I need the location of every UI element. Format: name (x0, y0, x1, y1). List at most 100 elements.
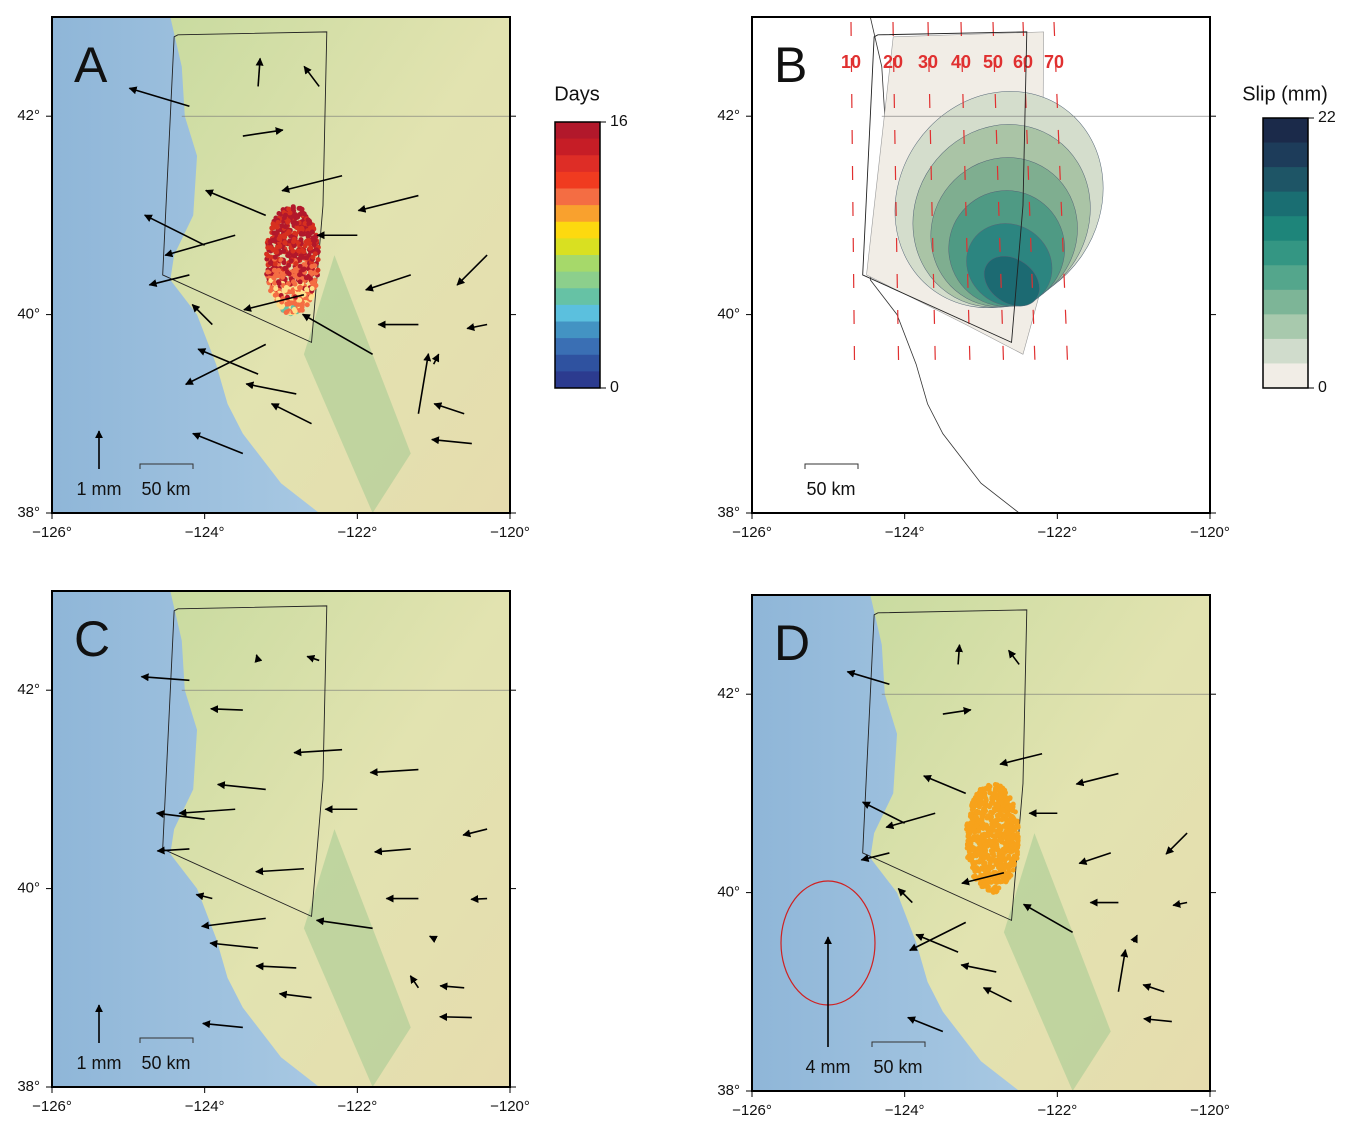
event (968, 812, 974, 818)
event (265, 253, 271, 259)
displacement-arrow (1143, 1015, 1172, 1024)
displacement-arrow (195, 892, 213, 901)
colorbar-frame (1262, 117, 1309, 389)
y-tick-label: 38° (717, 504, 740, 521)
event (315, 257, 321, 263)
event (308, 295, 314, 301)
event (276, 236, 282, 242)
y-tick-label: 38° (17, 504, 40, 521)
displacement-arrow (128, 86, 190, 108)
displacement-arrow (369, 768, 419, 777)
event (971, 825, 977, 831)
colorbar-segment (555, 138, 600, 156)
colorbar-segment (1263, 289, 1308, 315)
colorbar-title: Slip (mm) (1242, 83, 1328, 105)
event (987, 784, 993, 790)
event (979, 821, 985, 827)
scale-bar-label: 50 km (141, 479, 190, 499)
arrow-scale-label: 1 mm (77, 479, 122, 499)
colorbar-segment (1263, 265, 1308, 291)
event (279, 304, 285, 310)
displacement-arrow (1130, 934, 1138, 944)
event (971, 864, 977, 870)
event (1004, 877, 1010, 883)
event (282, 240, 288, 246)
event (1013, 854, 1019, 860)
event (291, 239, 297, 245)
event (1015, 837, 1021, 843)
event (302, 221, 308, 227)
displacement-arrow (885, 812, 936, 830)
x-tick-label: −122° (337, 524, 377, 541)
event (299, 206, 305, 212)
event (985, 813, 991, 819)
scale-bar (871, 1041, 926, 1047)
x-tick-label: −120° (490, 1098, 530, 1115)
event (1005, 812, 1011, 818)
valley (1003, 833, 1111, 1091)
event (284, 301, 290, 307)
event (1011, 862, 1017, 868)
event (988, 840, 994, 846)
colorbar-segment (555, 221, 600, 239)
event (970, 853, 976, 859)
displacement-arrow (431, 353, 440, 365)
event (982, 855, 988, 861)
event (1007, 795, 1013, 801)
event (309, 280, 315, 286)
event (990, 791, 996, 797)
event (985, 887, 991, 893)
map-panel: 1 mm 50 km C −126° −124° −122° −120° 38° 40° 42° (17, 590, 530, 1115)
event (1012, 809, 1018, 815)
displacement-arrow (242, 127, 284, 137)
arrow-scale-label: 1 mm (77, 1053, 122, 1073)
event (997, 837, 1003, 843)
event (307, 245, 313, 251)
displacement-arrow (178, 808, 236, 817)
event (290, 220, 296, 226)
displacement-arrow (301, 313, 373, 355)
event (277, 243, 283, 249)
event (280, 274, 286, 280)
event (967, 857, 973, 863)
event (1015, 824, 1021, 830)
event (978, 792, 984, 798)
x-tick-label: −126° (32, 524, 72, 541)
event (970, 837, 976, 843)
event (281, 248, 287, 254)
event (276, 267, 282, 273)
displacement-arrow (143, 214, 206, 246)
event (281, 260, 287, 266)
event (980, 825, 986, 831)
event (285, 281, 291, 287)
land (170, 17, 510, 513)
event (311, 235, 317, 241)
event (971, 874, 977, 880)
event (272, 261, 278, 267)
colorbar-segment (555, 122, 600, 140)
map-frame (51, 590, 511, 1088)
event (993, 860, 999, 866)
displacement-arrow (942, 706, 972, 715)
displacement-arrow (861, 801, 906, 824)
event (311, 242, 317, 248)
event (1004, 871, 1010, 877)
scale-bar-label: 50 km (873, 1057, 922, 1077)
event (297, 285, 303, 291)
event (979, 813, 985, 819)
displacement-arrow (191, 303, 213, 326)
contour-label: 20 (883, 52, 903, 72)
event (279, 270, 285, 276)
panel-label: A (74, 37, 108, 93)
displacement-arrow (245, 381, 297, 395)
event (1007, 856, 1013, 862)
event (978, 834, 984, 840)
displacement-arrow (1117, 949, 1129, 992)
event (983, 831, 989, 837)
event (294, 220, 300, 226)
displacement-arrow (982, 987, 1012, 1003)
colorbar-segment (555, 371, 600, 389)
event (998, 799, 1004, 805)
event (287, 238, 293, 244)
